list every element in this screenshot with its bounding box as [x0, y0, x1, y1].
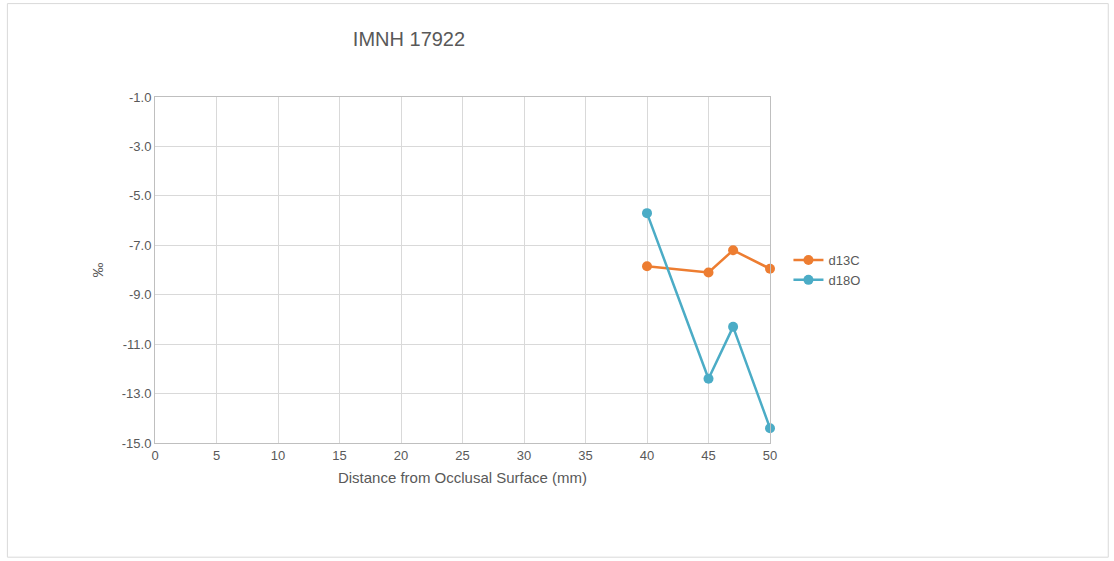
svg-text:40: 40 [640, 448, 654, 463]
svg-text:35: 35 [578, 448, 592, 463]
svg-text:-15.0: -15.0 [122, 436, 152, 451]
svg-text:-1.0: -1.0 [129, 90, 151, 105]
svg-text:IMNH 17922: IMNH 17922 [353, 28, 465, 50]
svg-text:50: 50 [763, 448, 777, 463]
svg-text:25: 25 [455, 448, 469, 463]
svg-text:10: 10 [271, 448, 285, 463]
svg-text:5: 5 [213, 448, 220, 463]
svg-text:d18O: d18O [828, 273, 860, 288]
svg-text:d13C: d13C [828, 253, 859, 268]
svg-text:-9.0: -9.0 [129, 287, 151, 302]
svg-text:30: 30 [517, 448, 531, 463]
svg-text:0: 0 [151, 448, 158, 463]
svg-text:45: 45 [701, 448, 715, 463]
svg-text:-5.0: -5.0 [129, 188, 151, 203]
svg-text:-11.0: -11.0 [123, 337, 152, 352]
svg-text:-3.0: -3.0 [129, 139, 151, 154]
svg-text:-13.0: -13.0 [122, 386, 152, 401]
svg-text:20: 20 [394, 448, 408, 463]
svg-text:Distance from Occlusal Surface: Distance from Occlusal Surface (mm) [338, 469, 587, 486]
svg-text:15: 15 [332, 448, 346, 463]
svg-text:‰: ‰ [89, 263, 106, 278]
svg-text:-7.0: -7.0 [129, 238, 151, 253]
